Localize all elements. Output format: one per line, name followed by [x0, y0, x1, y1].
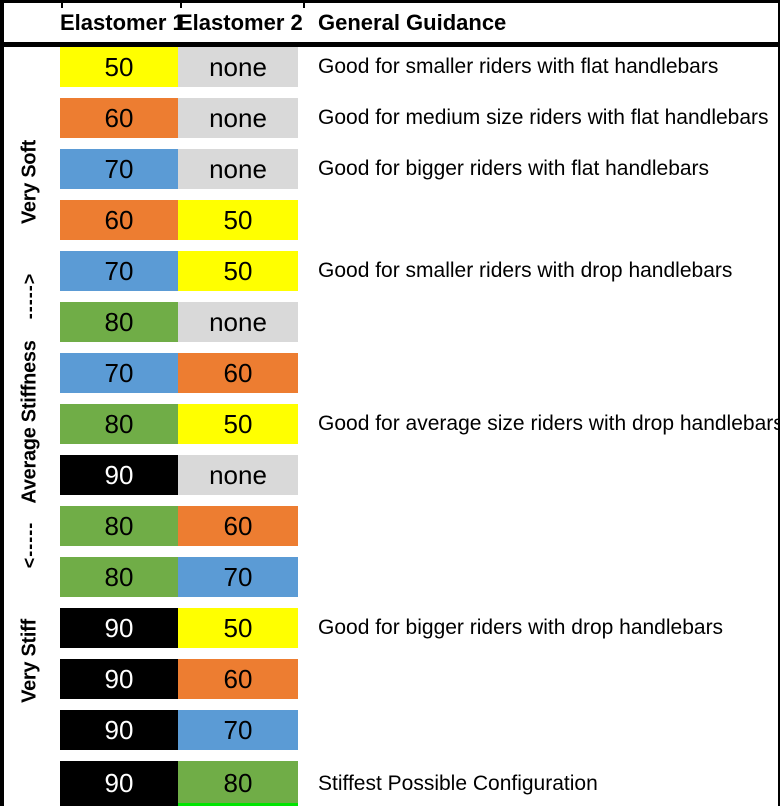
elastomer-2-cell: 60	[178, 659, 298, 699]
elastomer-1-cell: 80	[60, 506, 178, 546]
elastomer-2-cell: 60	[178, 353, 298, 393]
table-row: 70 60	[0, 353, 780, 393]
column-boundary-tick	[180, 3, 182, 8]
elastomer-1-cell: 90	[60, 659, 178, 699]
elastomer-1-cell: 90	[60, 455, 178, 495]
elastomer-1-cell: 90	[60, 761, 178, 806]
table-top-border	[0, 0, 780, 3]
table-row: 80 none	[0, 302, 780, 342]
elastomer-2-cell: 50	[178, 608, 298, 648]
column-boundary-tick	[303, 3, 305, 8]
elastomer-1-cell: 70	[60, 251, 178, 291]
table-row: 80 60	[0, 506, 780, 546]
table-row: 70 50 Good for smaller riders with drop …	[0, 251, 780, 291]
table-row: 80 50 Good for average size riders with …	[0, 404, 780, 444]
table-row: 80 70	[0, 557, 780, 597]
elastomer-2-cell: none	[178, 47, 298, 87]
elastomer-2-cell: 50	[178, 404, 298, 444]
table-row: 90 60	[0, 659, 780, 699]
elastomer-1-cell: 80	[60, 404, 178, 444]
elastomer-2-cell: 50	[178, 251, 298, 291]
bottom-edge-highlight	[178, 803, 298, 806]
guidance-text: Good for bigger riders with flat handleb…	[318, 157, 710, 180]
table-right-border	[778, 0, 780, 806]
table-row: 60 none Good for medium size riders with…	[0, 98, 780, 138]
table-row: 90 50 Good for bigger riders with drop h…	[0, 608, 780, 648]
elastomer-1-cell: 90	[60, 608, 178, 648]
guidance-text: Good for smaller riders with flat handle…	[318, 55, 719, 78]
guidance-text: Stiffest Possible Configuration	[318, 771, 598, 795]
elastomer-1-cell: 60	[60, 98, 178, 138]
table-row: 60 50	[0, 200, 780, 240]
table-row: 90 70	[0, 710, 780, 750]
elastomer-1-cell: 50	[60, 47, 178, 87]
guidance-text: Good for smaller riders with drop handle…	[318, 259, 733, 282]
column-boundary-tick	[61, 3, 63, 8]
column-header-elastomer-1: Elastomer 1	[60, 10, 185, 35]
elastomer-1-cell: 60	[60, 200, 178, 240]
table-row: 90 none	[0, 455, 780, 495]
guidance-text: Good for medium size riders with flat ha…	[318, 106, 769, 129]
elastomer-1-cell: 70	[60, 353, 178, 393]
table-row: 50 none Good for smaller riders with fla…	[0, 47, 780, 87]
table-row: 70 none Good for bigger riders with flat…	[0, 149, 780, 189]
elastomer-2-cell: 70	[178, 710, 298, 750]
table-row: 90 80 Stiffest Possible Configuration	[0, 761, 780, 806]
elastomer-2-cell: 70	[178, 557, 298, 597]
elastomer-2-cell: 80	[178, 761, 298, 806]
elastomer-2-cell: none	[178, 302, 298, 342]
elastomer-2-cell: 50	[178, 200, 298, 240]
elastomer-1-cell: 80	[60, 302, 178, 342]
guidance-text: Good for bigger riders with drop handleb…	[318, 616, 724, 639]
elastomer-2-cell: 60	[178, 506, 298, 546]
elastomer-1-cell: 80	[60, 557, 178, 597]
table-left-border	[0, 0, 4, 806]
guidance-text: Good for average size riders with drop h…	[318, 412, 780, 435]
column-header-general-guidance: General Guidance	[318, 10, 507, 35]
elastomer-2-cell: none	[178, 455, 298, 495]
elastomer-1-cell: 70	[60, 149, 178, 189]
elastomer-1-cell: 90	[60, 710, 178, 750]
elastomer-2-cell: none	[178, 98, 298, 138]
elastomer-2-cell: none	[178, 149, 298, 189]
header-separator-line	[0, 42, 780, 47]
column-header-elastomer-2: Elastomer 2	[178, 10, 303, 35]
